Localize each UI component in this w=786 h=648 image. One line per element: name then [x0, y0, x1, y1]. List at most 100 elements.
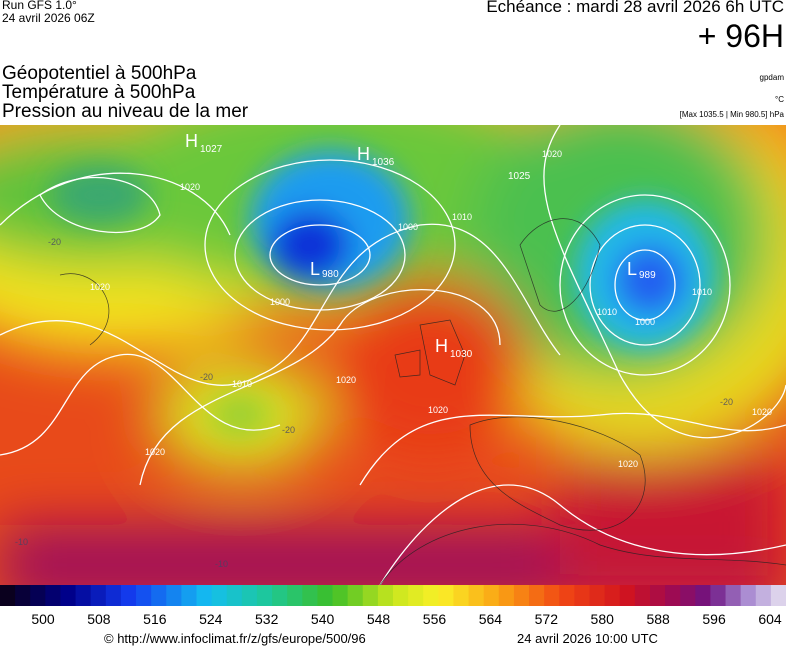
colorbar-cell [755, 585, 772, 606]
isobar-label: 1010 [597, 307, 617, 317]
center-value: 980 [322, 269, 339, 280]
center-type: H [185, 131, 198, 151]
colorbar-cell [105, 585, 122, 606]
colorbar-label: 508 [87, 611, 111, 627]
title: Pression au niveau de la mer [2, 101, 249, 122]
colorbar-cell [211, 585, 228, 606]
unit: [Max 1035.5 | Min 980.5] hPa [679, 110, 784, 119]
temperature-label: -20 [720, 397, 733, 407]
colorbar-cell [30, 585, 46, 606]
colorbar-label: 556 [423, 611, 447, 627]
temperature-label: -10 [15, 537, 28, 547]
colorbar-cell [513, 585, 530, 606]
issued-date: 24 avril 2026 10:00 UTC [517, 631, 658, 646]
colorbar-cell [740, 585, 757, 606]
colorbar-cell [45, 585, 61, 606]
center-type: H [357, 144, 370, 164]
colorbar-label: 604 [758, 611, 782, 627]
colorbar-label: 500 [31, 611, 55, 627]
isobar-label: 1000 [270, 297, 290, 307]
colorbar-cell [725, 585, 742, 606]
isobar-label: 1020 [336, 375, 356, 385]
colorbar-label: 524 [199, 611, 223, 627]
colorbar-cell [272, 585, 288, 606]
run: Run GFS 1.0° [2, 0, 77, 12]
isobar-label: 1010 [452, 212, 472, 222]
colorbar-label: 548 [367, 611, 391, 627]
colorbar-label: 532 [255, 611, 279, 627]
colorbar-cell [377, 585, 394, 606]
colorbar-label: 540 [311, 611, 335, 627]
lead-time: + 96H [697, 18, 784, 54]
isobar-label: 1020 [145, 447, 165, 457]
isobar-label: 1000 [398, 222, 418, 232]
colorbar-label: 588 [646, 611, 670, 627]
colorbar-cell [241, 585, 258, 606]
colorbar-cell [120, 585, 137, 606]
colorbar-cell [287, 585, 303, 606]
colorbar-label: 596 [702, 611, 726, 627]
colorbar-label: 516 [143, 611, 167, 627]
temperature-label: -20 [200, 372, 213, 382]
colorbar-cell [0, 585, 16, 606]
colorbar-label: 572 [535, 611, 559, 627]
colorbar-cell [619, 585, 636, 606]
colorbar-cell [256, 585, 273, 606]
unit: °C [775, 95, 784, 104]
isobar-label: 1020 [542, 149, 562, 159]
isobar-label: 1020 [618, 459, 638, 469]
center-type: L [627, 259, 637, 279]
isobar-label: 1010 [232, 379, 252, 389]
colorbar-cell [649, 585, 666, 606]
center-type: L [310, 259, 320, 279]
colorbar-cell [710, 585, 727, 606]
colorbar-cell [196, 585, 213, 606]
temperature-label: -10 [215, 559, 228, 569]
temperature-label: -20 [282, 425, 295, 435]
colorbar-cell [680, 585, 696, 606]
center-value: 989 [639, 270, 656, 281]
colorbar-cell [90, 585, 107, 606]
colorbar-cell [695, 585, 711, 606]
center-value: 1027 [200, 144, 223, 155]
colorbar-cell [347, 585, 364, 606]
colorbar-cell [136, 585, 152, 606]
isobar-label: 1010 [692, 287, 712, 297]
isobar-label: 1000 [635, 317, 655, 327]
colorbar-cell [665, 585, 681, 606]
colorbar-cell [589, 585, 606, 606]
colorbar-label: 564 [479, 611, 503, 627]
isobar-label: 1020 [90, 282, 110, 292]
colorbar-cell [604, 585, 621, 606]
isobar-label: 1020 [752, 407, 772, 417]
colorbar-cell [181, 585, 197, 606]
colorbar-cell [438, 585, 454, 606]
colorbar-cell [317, 585, 334, 606]
colorbar-cell [544, 585, 560, 606]
colorbar-cell [151, 585, 167, 606]
colorbar-cell [332, 585, 349, 606]
colorbar-cell [393, 585, 409, 606]
source-url: © http://www.infoclimat.fr/z/gfs/europe/… [104, 631, 366, 646]
colorbar-cell [468, 585, 485, 606]
colorbar-cell [483, 585, 500, 606]
run-date: 24 avril 2026 06Z [2, 11, 95, 25]
colorbar-cell [15, 585, 31, 606]
colorbar-cell [529, 585, 545, 606]
isobar-label: 1020 [428, 405, 448, 415]
center-type: H [435, 336, 448, 356]
colorbar: 500 508 516 524 532 540 548 556 564 572 580 588 596 6… [0, 585, 786, 627]
colorbar-cell [75, 585, 92, 606]
colorbar-cell [453, 585, 470, 606]
colorbar-cell [408, 585, 424, 606]
echeance: Echéance : mardi 28 avril 2026 6h UTC [486, 0, 784, 16]
colorbar-cell [574, 585, 590, 606]
center-value: 1036 [372, 157, 395, 168]
colorbar-cell [559, 585, 575, 606]
colorbar-cell [362, 585, 379, 606]
colorbar-cell [302, 585, 318, 606]
colorbar-label: 580 [591, 611, 615, 627]
colorbar-cell [634, 585, 651, 606]
